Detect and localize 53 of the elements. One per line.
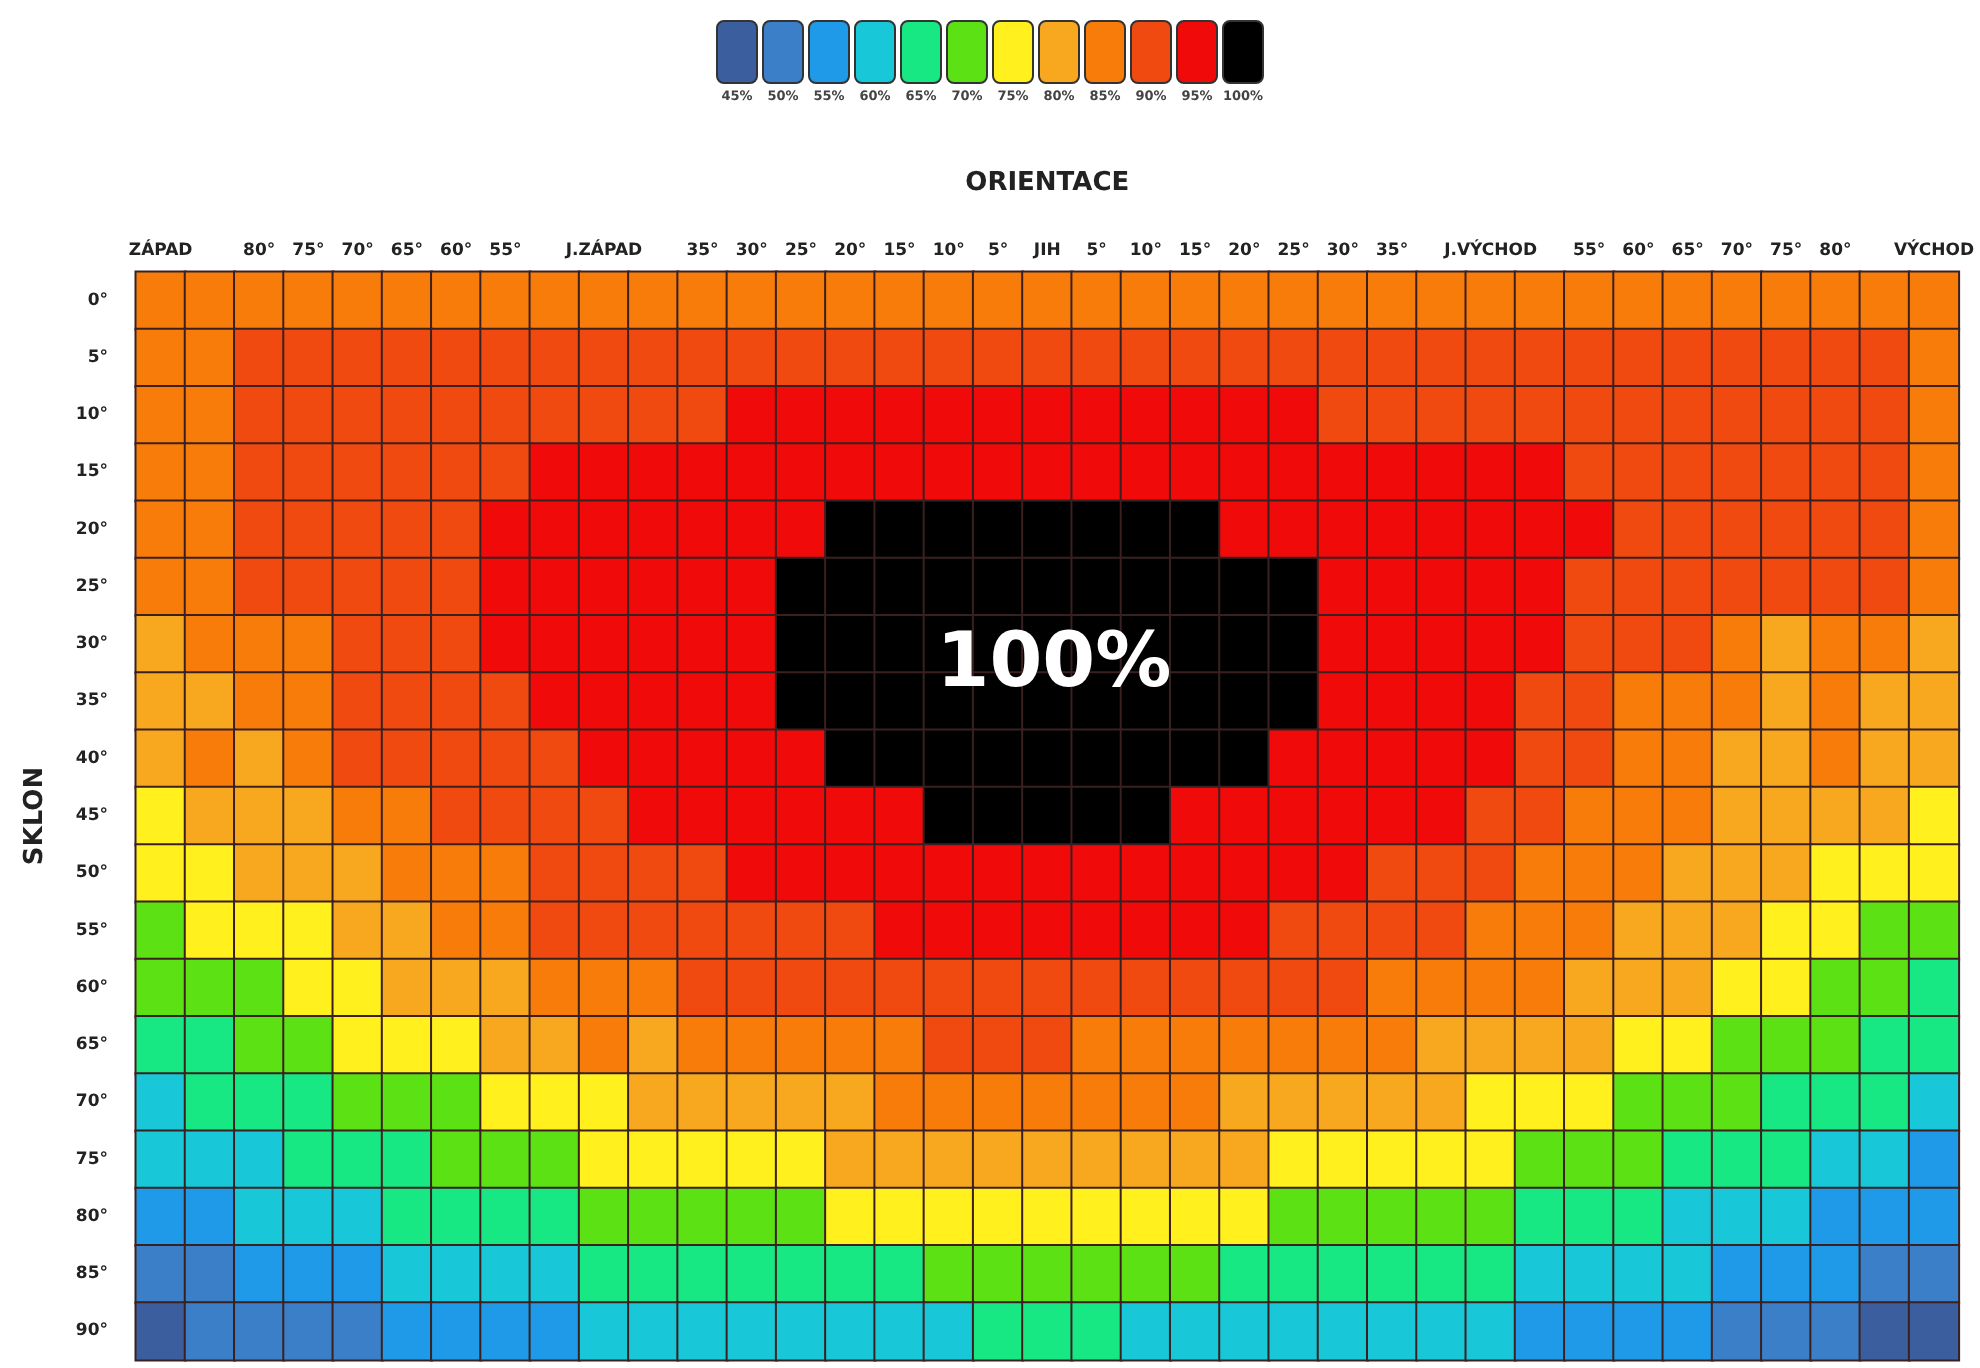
x-tick-label: 65° [390, 241, 424, 261]
x-tick-label: 60° [1622, 241, 1655, 261]
y-tick-label: 60° [75, 977, 108, 998]
y-tick-label: 90° [75, 1321, 108, 1342]
x-tick-label: 55° [489, 241, 522, 261]
x-tick-label: 25° [784, 241, 818, 261]
x-tick-label: 75° [1770, 241, 1803, 261]
y-tick-label: 5° [87, 347, 108, 368]
x-tick-label: 35° [1376, 241, 1409, 261]
y-tick-label: 75° [75, 1149, 108, 1170]
y-tick-label: 0° [87, 290, 108, 311]
x-tick-label: 75° [292, 241, 325, 261]
x-tick-label: 5° [1086, 241, 1107, 261]
y-tick-label: 25° [75, 576, 108, 597]
y-tick-label: 40° [75, 748, 108, 769]
x-tick-label: 25° [1277, 241, 1310, 261]
x-tick-label: 80° [243, 241, 276, 261]
x-tick-label: VÝCHOD [1893, 239, 1975, 261]
x-tick-label: 65° [1671, 241, 1704, 261]
x-tick-label: 35° [686, 241, 719, 261]
y-tick-label: 80° [75, 1206, 108, 1227]
x-tick-label: 20° [834, 241, 867, 261]
x-tick-label: 30° [1326, 241, 1359, 261]
x-tick-label: 70° [1720, 241, 1754, 261]
y-tick-label: 65° [75, 1035, 108, 1056]
x-tick-label: 5° [987, 241, 1009, 261]
x-tick-label: 20° [1228, 241, 1261, 261]
y-tick-label: 35° [75, 691, 108, 712]
x-axis-title: ORIENTACE [965, 168, 1130, 198]
x-tick-label: 10° [1129, 241, 1162, 261]
x-tick-label: 15° [883, 241, 916, 261]
x-tick-label: 55° [1573, 241, 1606, 261]
x-tick-label: JIH [1031, 241, 1061, 261]
x-tick-label: 80° [1819, 241, 1852, 261]
x-tick-label: J.VÝCHOD [1442, 239, 1538, 261]
y-tick-label: 30° [75, 634, 108, 655]
x-tick-label: 60° [440, 241, 473, 261]
x-tick-label: J.ZÁPAD [563, 239, 643, 261]
annotation: 100% [936, 616, 1172, 704]
y-tick-label: 55° [75, 920, 108, 941]
x-tick-label: 30° [735, 241, 768, 261]
x-tick-label: 10° [932, 241, 965, 261]
x-tick-label: 15° [1178, 241, 1212, 261]
y-tick-label: 85° [75, 1264, 108, 1285]
y-tick-label: 20° [75, 519, 108, 540]
y-axis-title: SKLON [20, 766, 50, 866]
y-tick-label: 50° [75, 863, 108, 884]
y-tick-label: 45° [75, 806, 108, 826]
x-tick-label: ZÁPAD [128, 239, 193, 261]
x-tick-label: 70° [341, 241, 374, 261]
y-tick-label: 15° [75, 462, 108, 483]
y-tick-label: 70° [75, 1092, 108, 1113]
y-tick-label: 10° [75, 405, 108, 426]
